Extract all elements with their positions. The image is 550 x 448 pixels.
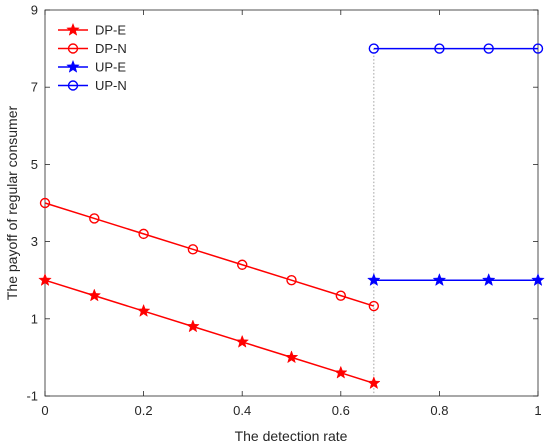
series-up-n xyxy=(368,43,544,54)
x-tick-label: 0.8 xyxy=(430,403,448,418)
data-point-star xyxy=(432,272,447,287)
x-tick-label: 0 xyxy=(41,403,48,418)
legend-marker xyxy=(66,22,80,36)
legend-label: DP-E xyxy=(95,23,126,38)
legend-item-dp-e: DP-E xyxy=(58,23,126,38)
data-point-star xyxy=(284,350,299,364)
y-tick-label: 5 xyxy=(31,157,38,172)
x-axis-ticks: 0 0.2 0.4 0.6 0.8 1 xyxy=(41,10,542,418)
legend-marker xyxy=(67,43,79,54)
y-axis-ticks: -1 1 3 5 7 9 xyxy=(26,3,538,404)
data-point-star xyxy=(481,272,496,287)
data-point-circle xyxy=(138,228,149,240)
series-dp-e xyxy=(38,272,381,390)
data-point-star xyxy=(136,303,151,317)
data-point-circle xyxy=(335,290,346,301)
y-tick-label: -1 xyxy=(26,389,38,404)
series-up-e xyxy=(366,272,545,287)
series-layer xyxy=(38,43,545,390)
x-tick-label: 0.2 xyxy=(135,403,153,418)
data-point-star xyxy=(235,334,250,348)
legend-label: UP-E xyxy=(95,60,126,75)
series-line xyxy=(44,279,375,384)
x-tick-label: 0.6 xyxy=(332,403,350,418)
series-line xyxy=(44,202,375,307)
data-point-circle xyxy=(368,300,380,312)
y-tick-label: 3 xyxy=(31,234,38,249)
data-point-circle xyxy=(368,43,380,54)
legend-item-dp-n: DP-N xyxy=(58,41,127,56)
data-point-circle xyxy=(39,197,51,209)
data-point-star xyxy=(186,319,200,333)
data-point-circle xyxy=(532,43,544,54)
series-dp-n xyxy=(39,197,380,312)
data-point-circle xyxy=(286,275,297,286)
data-point-star xyxy=(366,272,381,287)
data-point-circle xyxy=(236,259,248,270)
legend: DP-E DP-N UP-E UP-N xyxy=(52,17,172,99)
data-point-circle xyxy=(187,244,199,255)
y-tick-label: 7 xyxy=(31,80,38,95)
legend-marker xyxy=(67,80,79,91)
y-axis-label: The payoff of regular consumer xyxy=(4,106,20,301)
data-point-star xyxy=(366,376,381,390)
legend-item-up-n: UP-N xyxy=(58,78,127,93)
data-point-star xyxy=(87,288,102,302)
x-tick-label: 0.4 xyxy=(233,403,251,418)
legend-label: DP-N xyxy=(95,41,127,56)
legend-marker xyxy=(66,59,80,73)
y-tick-label: 1 xyxy=(31,311,38,326)
data-point-circle xyxy=(434,43,445,54)
x-tick-label: 1 xyxy=(534,403,541,418)
data-point-star xyxy=(333,365,348,379)
legend-item-up-e: UP-E xyxy=(58,60,126,75)
legend-label: UP-N xyxy=(95,78,127,93)
x-axis-label: The detection rate xyxy=(235,428,348,444)
data-point-circle xyxy=(89,213,100,224)
data-point-star xyxy=(38,272,52,287)
data-point-star xyxy=(531,272,545,287)
y-tick-label: 9 xyxy=(31,3,38,18)
data-point-circle xyxy=(483,43,494,54)
